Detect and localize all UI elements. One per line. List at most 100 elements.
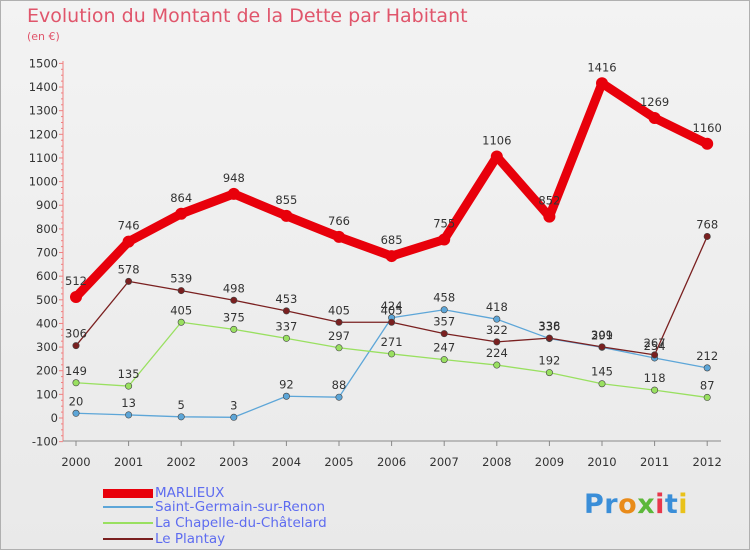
data-label: 948 — [223, 171, 245, 185]
y-tick-label: 0 — [51, 411, 58, 425]
data-label: 1106 — [482, 134, 511, 148]
data-label: 192 — [538, 354, 560, 368]
data-label: 755 — [433, 217, 455, 231]
data-label: 1416 — [587, 60, 616, 74]
x-tick-label: 2004 — [272, 455, 301, 469]
data-point — [651, 386, 659, 394]
data-point — [122, 235, 135, 248]
legend-label: MARLIEUX — [155, 485, 225, 501]
y-tick-label: 1000 — [29, 175, 58, 189]
data-point — [545, 334, 553, 342]
legend-swatch — [103, 522, 153, 524]
y-tick-label: 700 — [36, 246, 58, 260]
logo-letter: r — [604, 489, 619, 520]
data-label: 1269 — [640, 95, 669, 109]
data-label: 299 — [591, 328, 613, 342]
data-label: 768 — [696, 217, 718, 231]
y-tick-label: 1400 — [29, 80, 58, 94]
x-tick-label: 2009 — [535, 455, 564, 469]
data-label: 92 — [279, 377, 294, 391]
logo-letter: x — [637, 489, 656, 520]
data-point — [440, 330, 448, 338]
legend-label: La Chapelle-du-Châtelard — [155, 515, 327, 531]
data-label: 212 — [696, 349, 718, 363]
data-point — [648, 112, 661, 125]
data-point — [493, 338, 501, 346]
data-label: 337 — [275, 319, 297, 333]
data-point — [72, 342, 80, 350]
y-tick-label: 100 — [36, 387, 58, 401]
data-point — [282, 334, 290, 342]
data-label: 224 — [486, 346, 508, 360]
data-point — [125, 411, 133, 419]
data-point — [70, 290, 82, 303]
data-point — [596, 77, 608, 90]
data-point — [388, 350, 396, 358]
data-label: 336 — [538, 320, 560, 334]
legend-swatch — [103, 489, 153, 498]
y-tick-label: -100 — [32, 435, 58, 449]
data-label: 5 — [178, 398, 185, 412]
data-point — [335, 318, 343, 326]
data-point — [230, 413, 238, 421]
x-tick-label: 2010 — [587, 455, 616, 469]
logo-letter: P — [584, 489, 605, 520]
x-tick-label: 2006 — [377, 455, 406, 469]
data-point — [175, 207, 188, 220]
legend-item: MARLIEUX — [103, 485, 403, 501]
data-point — [230, 296, 238, 304]
data-point — [701, 137, 714, 150]
legend: MARLIEUX Saint-Germain-sur-Renon La Chapel… — [103, 485, 403, 547]
data-point — [72, 409, 80, 417]
data-label: 539 — [170, 272, 192, 286]
data-point — [598, 380, 606, 388]
x-tick-label: 2007 — [430, 455, 459, 469]
data-point — [333, 230, 345, 243]
data-point — [388, 318, 396, 326]
data-point — [385, 250, 398, 263]
series-le-plantay: 306 578 539 498 453 405 405 357 322 338 301 267 768 — [65, 217, 718, 359]
data-label: 864 — [170, 191, 192, 205]
data-label: 87 — [700, 378, 715, 392]
data-point — [177, 287, 185, 295]
data-label: 405 — [328, 303, 350, 317]
data-label: 297 — [328, 329, 350, 343]
data-point — [177, 318, 185, 326]
data-label: 453 — [275, 292, 297, 306]
data-point — [72, 379, 80, 387]
chart-title: Evolution du Montant de la Dette par Hab… — [27, 5, 468, 27]
logo-letter: i — [655, 489, 665, 520]
legend-label: Saint-Germain-sur-Renon — [155, 499, 326, 515]
data-label: 247 — [433, 341, 455, 355]
data-label: 145 — [591, 365, 613, 379]
data-point — [230, 325, 238, 333]
data-label: 424 — [381, 299, 403, 313]
y-tick-label: 600 — [36, 269, 58, 283]
x-tick-label: 2011 — [640, 455, 669, 469]
logo-letter: o — [618, 489, 638, 520]
data-label: 855 — [275, 193, 297, 207]
y-tick-label: 200 — [36, 364, 58, 378]
logo-letter: i — [678, 489, 689, 520]
logo-letter: t — [664, 489, 679, 520]
data-point — [545, 369, 553, 377]
data-label: 3 — [230, 398, 237, 412]
legend-swatch — [103, 538, 153, 540]
data-point — [440, 356, 448, 364]
data-label: 13 — [121, 396, 136, 410]
y-tick-label: 300 — [36, 340, 58, 354]
data-label: 766 — [328, 214, 350, 228]
data-point — [543, 210, 556, 223]
data-label: 685 — [381, 233, 403, 247]
x-tick-label: 2005 — [324, 455, 353, 469]
series-marlieux: 512 746 864 948 855 766 685 755 1106 852 1416 1269 1… — [65, 60, 722, 303]
data-label: 578 — [118, 262, 140, 276]
data-label: 271 — [381, 335, 403, 349]
y-tick-label: 800 — [36, 222, 58, 236]
data-label: 512 — [65, 274, 87, 288]
data-label: 375 — [223, 310, 245, 324]
data-label: 852 — [538, 194, 560, 208]
data-label: 418 — [486, 300, 508, 314]
data-point — [282, 307, 290, 315]
